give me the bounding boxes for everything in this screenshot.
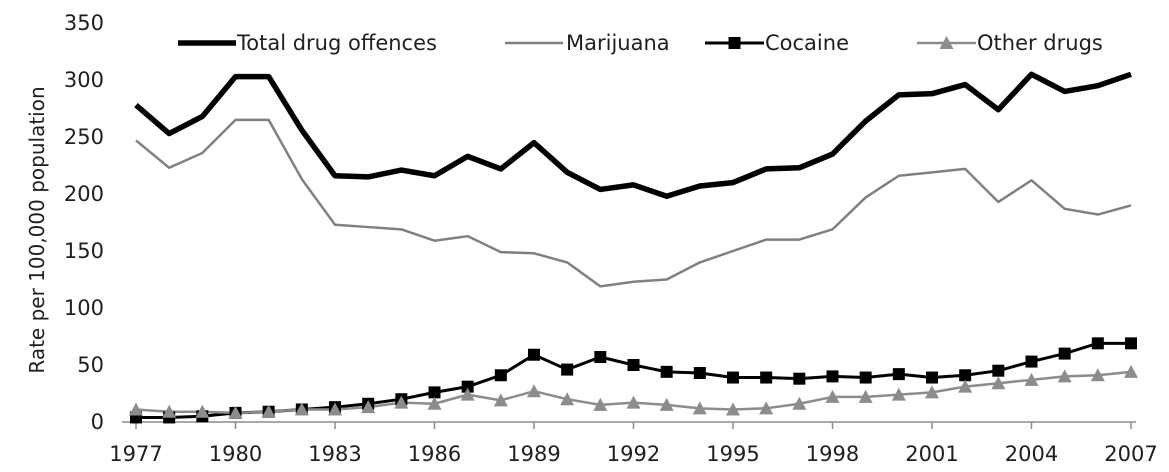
- data-point-other-drugs: [228, 405, 243, 419]
- data-point-other-drugs: [328, 402, 342, 416]
- x-tick-label: 1995: [706, 442, 759, 466]
- data-point-cocaine: [727, 371, 739, 384]
- data-point-other-drugs: [527, 384, 541, 398]
- data-point-other-drugs: [129, 402, 143, 416]
- data-point-cocaine: [992, 364, 1005, 377]
- x-tick-label: 1980: [209, 442, 262, 466]
- axes: Rate per 100,000 population: [25, 86, 1136, 423]
- data-point-other-drugs: [493, 393, 508, 407]
- x-tick-label: 1986: [408, 442, 461, 466]
- y-tick-label: 350: [64, 11, 104, 35]
- data-point-other-drugs: [1090, 368, 1105, 382]
- data-point-cocaine: [1125, 337, 1137, 350]
- data-point-other-drugs: [394, 395, 409, 409]
- x-tick-label: 2007: [1104, 442, 1157, 466]
- data-point-cocaine: [1025, 355, 1038, 368]
- data-point-cocaine: [793, 372, 806, 385]
- legend-marker-other-drugs: [939, 36, 954, 49]
- data-point-cocaine: [859, 371, 872, 384]
- data-point-cocaine: [1058, 347, 1071, 360]
- data-point-other-drugs: [925, 385, 939, 399]
- data-point-other-drugs: [1057, 369, 1072, 383]
- x-tick-label: 1989: [507, 442, 560, 466]
- data-point-other-drugs: [726, 402, 740, 416]
- data-point-other-drugs: [195, 404, 210, 418]
- legend: Total drug offences Marijuana Cocaine Other…: [178, 31, 1103, 55]
- series-line-total-drug-offences: [134, 71, 1132, 200]
- data-point-cocaine: [693, 366, 706, 379]
- legend-label-other-drugs: Other drugs: [977, 31, 1103, 55]
- data-point-cocaine: [561, 363, 574, 376]
- data-point-other-drugs: [1024, 372, 1039, 386]
- legend-label-marijuana: Marijuana: [566, 31, 670, 55]
- data-point-cocaine: [428, 386, 441, 399]
- x-tick-label: 1992: [607, 442, 660, 466]
- y-tick-label: 250: [64, 125, 104, 149]
- data-point-other-drugs: [460, 387, 475, 401]
- series-markers: [129, 337, 1138, 424]
- data-point-other-drugs: [858, 389, 873, 403]
- data-point-cocaine: [826, 370, 839, 383]
- legend-marker-cocaine: [728, 37, 741, 49]
- data-point-other-drugs: [593, 397, 608, 411]
- tick-labels: 0 50 100 150 200 250 300 350 1977 1980 1983 1986 198…: [64, 11, 1158, 466]
- data-point-other-drugs: [759, 401, 774, 415]
- y-tick-label: 300: [64, 68, 104, 92]
- data-point-other-drugs: [427, 396, 442, 410]
- data-point-other-drugs: [692, 401, 707, 415]
- data-point-other-drugs: [792, 396, 807, 410]
- data-point-other-drugs: [991, 376, 1006, 390]
- data-point-cocaine: [892, 368, 905, 381]
- y-tick-label: 50: [77, 353, 104, 377]
- data-point-cocaine: [926, 371, 938, 384]
- data-point-cocaine: [760, 371, 773, 384]
- data-point-other-drugs: [1124, 364, 1138, 378]
- legend-label-total-drug-offences: Total drug offences: [236, 31, 437, 55]
- data-point-cocaine: [594, 351, 607, 364]
- data-point-cocaine: [1091, 337, 1104, 350]
- x-tick-label: 1977: [109, 442, 162, 466]
- data-point-cocaine: [461, 380, 474, 393]
- data-point-other-drugs: [162, 404, 177, 418]
- x-tick-label: 2001: [905, 442, 958, 466]
- y-tick-label: 200: [64, 182, 104, 206]
- data-point-cocaine: [959, 369, 972, 382]
- data-point-other-drugs: [958, 379, 973, 393]
- data-point-other-drugs: [361, 400, 376, 414]
- data-point-other-drugs: [659, 397, 674, 411]
- y-tick-label: 0: [91, 410, 104, 434]
- data-point-cocaine: [627, 359, 640, 371]
- x-tick-label: 1998: [806, 442, 859, 466]
- data-point-other-drugs: [626, 395, 641, 409]
- data-point-other-drugs: [825, 389, 840, 403]
- x-tick-label: 1983: [308, 442, 361, 466]
- y-tick-label: 150: [64, 239, 104, 263]
- data-point-cocaine: [494, 369, 507, 382]
- data-point-other-drugs: [560, 392, 575, 406]
- data-point-cocaine: [660, 365, 673, 378]
- y-tick-label: 100: [64, 296, 104, 320]
- series-line-marijuana: [135, 118, 1132, 288]
- y-axis-title: Rate per 100,000 population: [25, 86, 49, 373]
- data-point-other-drugs: [891, 387, 906, 401]
- legend-label-cocaine: Cocaine: [765, 31, 849, 55]
- data-point-other-drugs: [294, 402, 309, 416]
- x-tick-label: 2004: [1005, 442, 1058, 466]
- data-point-cocaine: [528, 348, 540, 361]
- data-point-other-drugs: [261, 404, 276, 418]
